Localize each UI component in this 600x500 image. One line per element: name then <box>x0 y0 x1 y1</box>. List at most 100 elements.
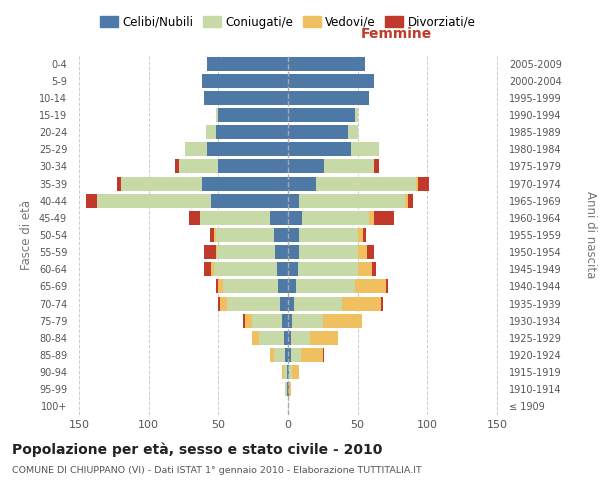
Bar <box>185 142 207 156</box>
Bar <box>206 125 215 139</box>
Bar <box>288 382 289 396</box>
Text: Popolazione per età, sesso e stato civile - 2010: Popolazione per età, sesso e stato civil… <box>12 442 382 457</box>
Bar <box>97 194 211 207</box>
Bar <box>418 176 429 190</box>
Bar <box>288 125 348 139</box>
Bar <box>215 125 288 139</box>
Bar <box>284 331 288 345</box>
Bar <box>214 228 215 242</box>
Bar <box>283 314 288 328</box>
Bar <box>245 314 252 328</box>
Bar <box>291 348 301 362</box>
Bar <box>351 142 379 156</box>
Bar <box>288 142 351 156</box>
Bar <box>227 296 280 310</box>
Text: COMUNE DI CHIUPPANO (VI) - Dati ISTAT 1° gennaio 2010 - Elaborazione TUTTITALIA.: COMUNE DI CHIUPPANO (VI) - Dati ISTAT 1°… <box>12 466 422 475</box>
Bar <box>283 365 284 379</box>
Bar <box>217 245 275 259</box>
Bar <box>288 74 374 88</box>
Bar <box>218 160 288 173</box>
Y-axis label: Fasce di età: Fasce di età <box>20 200 33 270</box>
Bar <box>288 314 292 328</box>
Bar <box>116 176 121 190</box>
Bar <box>293 296 343 310</box>
Bar <box>358 245 367 259</box>
Bar <box>299 194 405 207</box>
Bar <box>280 296 288 310</box>
Bar <box>288 91 369 105</box>
Bar <box>215 280 218 293</box>
Bar <box>323 314 362 328</box>
Bar <box>270 348 274 362</box>
Bar <box>316 176 416 190</box>
Bar <box>215 245 217 259</box>
Legend: Celibi/Nubili, Coniugati/e, Vedovi/e, Divorziati/e: Celibi/Nubili, Coniugati/e, Vedovi/e, Di… <box>95 11 481 34</box>
Bar <box>348 125 358 139</box>
Bar <box>288 176 316 190</box>
Bar <box>244 314 245 328</box>
Bar <box>200 211 270 225</box>
Bar <box>292 365 299 379</box>
Bar <box>288 194 299 207</box>
Bar <box>355 108 358 122</box>
Bar <box>291 331 310 345</box>
Bar <box>211 262 214 276</box>
Bar <box>205 262 211 276</box>
Bar <box>371 262 376 276</box>
Bar <box>218 280 223 293</box>
Bar <box>275 245 288 259</box>
Bar <box>355 280 386 293</box>
Bar <box>205 245 215 259</box>
Text: Femmine: Femmine <box>361 26 431 40</box>
Bar <box>386 280 388 293</box>
Bar <box>205 91 288 105</box>
Bar <box>288 280 296 293</box>
Bar <box>288 228 299 242</box>
Bar <box>288 365 289 379</box>
Bar <box>298 262 358 276</box>
Bar <box>288 245 299 259</box>
Bar <box>288 348 291 362</box>
Bar <box>86 194 97 207</box>
Bar <box>210 228 214 242</box>
Bar <box>202 176 288 190</box>
Bar <box>292 314 323 328</box>
Bar <box>343 296 382 310</box>
Bar <box>270 211 288 225</box>
Bar <box>363 228 366 242</box>
Bar <box>218 108 288 122</box>
Bar <box>299 228 358 242</box>
Bar <box>296 280 355 293</box>
Bar <box>288 108 355 122</box>
Bar <box>207 142 288 156</box>
Bar <box>310 331 338 345</box>
Bar <box>288 331 291 345</box>
Bar <box>215 108 218 122</box>
Bar <box>259 331 284 345</box>
Bar <box>211 194 288 207</box>
Bar <box>382 296 383 310</box>
Bar <box>289 365 292 379</box>
Bar <box>285 382 287 396</box>
Bar <box>367 245 374 259</box>
Bar <box>252 314 283 328</box>
Bar <box>287 382 288 396</box>
Bar <box>324 160 374 173</box>
Bar <box>285 348 288 362</box>
Bar <box>288 262 298 276</box>
Bar <box>358 262 371 276</box>
Bar <box>179 160 218 173</box>
Bar <box>220 296 227 310</box>
Bar <box>214 262 277 276</box>
Bar <box>284 365 287 379</box>
Bar <box>215 228 274 242</box>
Bar <box>288 296 293 310</box>
Bar <box>323 348 324 362</box>
Bar <box>358 228 363 242</box>
Bar <box>369 211 374 225</box>
Bar <box>223 280 278 293</box>
Bar <box>207 56 288 70</box>
Bar <box>287 365 288 379</box>
Bar <box>121 176 202 190</box>
Bar <box>288 160 324 173</box>
